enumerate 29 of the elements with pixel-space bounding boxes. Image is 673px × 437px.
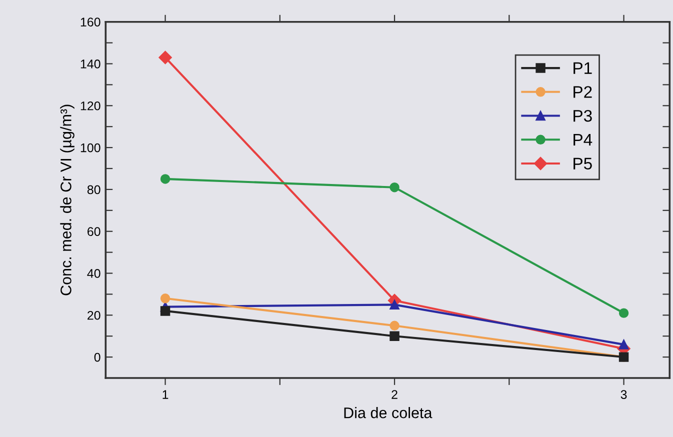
legend-label: P4 bbox=[574, 134, 592, 146]
legend-label: P5 bbox=[574, 158, 592, 170]
y-axis-title: Conc. med. de Cr VI (µg/m³) bbox=[60, 104, 74, 296]
y-tick-label: 20 bbox=[88, 310, 100, 320]
point bbox=[158, 50, 172, 64]
y-tick-label: 0 bbox=[94, 352, 100, 362]
y-tick-label: 60 bbox=[88, 227, 100, 236]
point bbox=[160, 294, 170, 304]
point bbox=[390, 182, 400, 192]
point bbox=[390, 331, 400, 341]
x-tick-label: 2 bbox=[392, 390, 398, 399]
x-tick-label: 1 bbox=[162, 390, 168, 399]
y-tick-label: 100 bbox=[80, 143, 100, 152]
y-tick-label: 140 bbox=[80, 60, 100, 68]
point bbox=[618, 308, 629, 318]
x-axis-title: Dia de coleta bbox=[344, 407, 432, 418]
y-tick-label: 80 bbox=[87, 185, 100, 194]
legend-label: P3 bbox=[574, 110, 592, 122]
legend-label: P2 bbox=[574, 86, 592, 98]
point bbox=[390, 320, 400, 330]
y-tick-label: 40 bbox=[87, 269, 100, 278]
y-tick-label: 120 bbox=[80, 101, 100, 110]
point bbox=[390, 300, 400, 310]
y-tick-label: 160 bbox=[80, 18, 100, 26]
point bbox=[160, 306, 170, 316]
point bbox=[160, 174, 170, 184]
point bbox=[618, 340, 629, 350]
legend-label: P1 bbox=[574, 62, 592, 74]
x-tick-label: 3 bbox=[620, 390, 627, 399]
